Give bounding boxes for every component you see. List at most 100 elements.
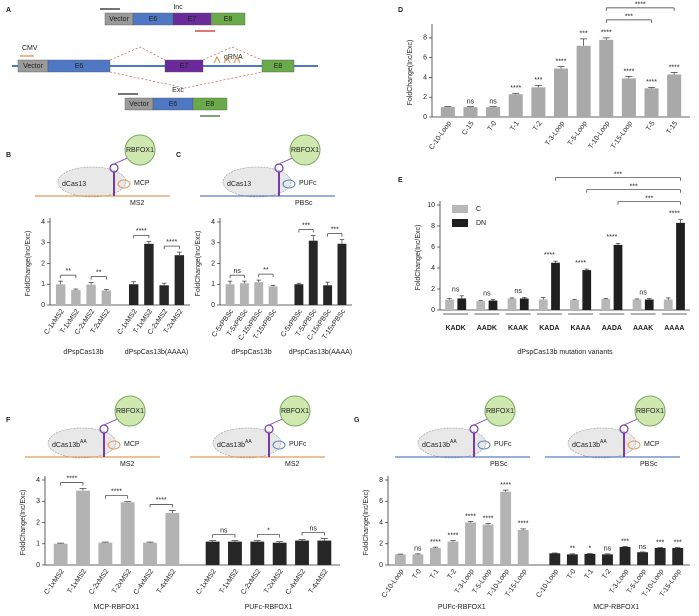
y-tick-label: 8 bbox=[423, 35, 427, 42]
error-bar bbox=[256, 279, 261, 283]
error-bar bbox=[339, 239, 345, 244]
error-bar bbox=[657, 547, 663, 548]
rbfox1 bbox=[279, 395, 311, 427]
significance-label: **** bbox=[544, 252, 555, 259]
legend-label: C bbox=[476, 206, 481, 213]
error-bar bbox=[298, 539, 306, 541]
error-bar bbox=[88, 282, 94, 285]
error-bar bbox=[648, 86, 656, 89]
x-tick-label: T-1xMS2 bbox=[66, 568, 88, 595]
exon-label: E6 bbox=[169, 101, 178, 108]
x-tick-label: C-10-Loop bbox=[535, 568, 560, 599]
error-bar bbox=[634, 298, 640, 300]
error-bar bbox=[622, 546, 628, 547]
error-bar bbox=[168, 510, 176, 513]
bar bbox=[500, 491, 512, 565]
bar bbox=[538, 299, 548, 310]
error-bar bbox=[146, 541, 154, 543]
significance-label: **** bbox=[510, 85, 521, 92]
bar bbox=[337, 243, 347, 305]
bar bbox=[667, 74, 682, 117]
panel-letter: C bbox=[176, 152, 181, 159]
bar bbox=[517, 529, 529, 565]
significance-label: ns bbox=[489, 98, 497, 105]
bar bbox=[272, 542, 287, 565]
bar bbox=[120, 502, 135, 565]
error-bar bbox=[490, 299, 496, 301]
cas-protein bbox=[567, 427, 637, 459]
significance-label: *** bbox=[674, 539, 682, 546]
x-tick-label: T-1 bbox=[509, 120, 521, 132]
cas-label: dCas13 bbox=[227, 181, 251, 188]
y-tick-label: 3 bbox=[36, 498, 40, 505]
y-tick-label: 2 bbox=[41, 260, 45, 267]
bar bbox=[457, 298, 467, 310]
exon-label: Vector bbox=[109, 16, 130, 23]
error-bar bbox=[57, 542, 65, 544]
significance-label: **** bbox=[465, 513, 476, 520]
rbfox1 bbox=[114, 395, 146, 427]
adaptor-label: PUFc bbox=[299, 180, 317, 187]
y-tick-label: 8 bbox=[431, 223, 435, 230]
bar bbox=[429, 548, 441, 565]
protein-label: RBFOX1 bbox=[126, 147, 154, 154]
cas-superscript: AA bbox=[80, 439, 87, 445]
error-bar bbox=[604, 553, 611, 555]
bar bbox=[174, 255, 185, 305]
error-bar bbox=[176, 251, 182, 256]
cas-name: dCas13b bbox=[422, 442, 450, 449]
rbfox1 bbox=[634, 395, 666, 427]
group-label: dPspCas13b bbox=[63, 349, 103, 356]
panel-letter: E bbox=[398, 177, 403, 184]
x-tick-label: T-1 bbox=[429, 568, 441, 580]
bar bbox=[621, 78, 636, 117]
bar bbox=[482, 524, 494, 565]
significance-label: **** bbox=[448, 532, 459, 539]
bar bbox=[225, 284, 235, 305]
y-axis-title: FoldChange(Inc/Exc) bbox=[363, 490, 370, 556]
grna-mark bbox=[223, 55, 231, 64]
y-axis-title: FoldChange(Inc/Exc) bbox=[415, 225, 422, 291]
error-bar bbox=[296, 282, 302, 285]
error-bar bbox=[541, 297, 546, 300]
y-tick-label: 4 bbox=[36, 477, 40, 484]
significance-label: **** bbox=[518, 521, 529, 528]
panel-letter: B bbox=[6, 152, 11, 159]
bar bbox=[394, 554, 406, 565]
bar bbox=[308, 240, 318, 305]
exon-label: E7 bbox=[180, 63, 189, 70]
error-bar bbox=[572, 299, 577, 301]
adaptor bbox=[272, 440, 286, 450]
bar bbox=[476, 301, 486, 310]
bar bbox=[601, 298, 611, 310]
significance-label: **** bbox=[500, 482, 511, 489]
bar bbox=[55, 284, 66, 305]
significance-label: *** bbox=[645, 196, 653, 203]
y-tick-label: 4 bbox=[379, 519, 383, 526]
cas-label: dCas13bAA bbox=[217, 439, 252, 449]
y-tick-label: 4 bbox=[423, 74, 427, 81]
grna-mark bbox=[213, 55, 221, 64]
x-tick-label: AAAK bbox=[633, 325, 653, 332]
significance-label: ** bbox=[66, 268, 72, 275]
grna-label: gRNA bbox=[224, 54, 243, 61]
rna-label: PBSc bbox=[490, 461, 508, 468]
bar bbox=[486, 107, 501, 117]
significance-label: ns bbox=[514, 288, 522, 295]
bar bbox=[128, 284, 139, 305]
error-bar bbox=[580, 38, 588, 46]
y-tick-label: 0 bbox=[41, 302, 45, 309]
exon-label: E6 bbox=[75, 63, 84, 70]
significance-label: ns bbox=[483, 290, 491, 297]
cas-protein bbox=[57, 166, 127, 198]
y-tick-label: 1 bbox=[41, 281, 45, 288]
bar bbox=[447, 541, 459, 565]
bar bbox=[165, 512, 180, 565]
y-tick-label: 0 bbox=[211, 302, 215, 309]
x-tick-label: T-2xMS2 bbox=[111, 568, 133, 595]
error-bar bbox=[520, 528, 526, 530]
cas-protein bbox=[222, 166, 292, 198]
bar bbox=[323, 285, 333, 305]
y-tick-label: 6 bbox=[423, 55, 427, 62]
bar bbox=[551, 262, 560, 310]
